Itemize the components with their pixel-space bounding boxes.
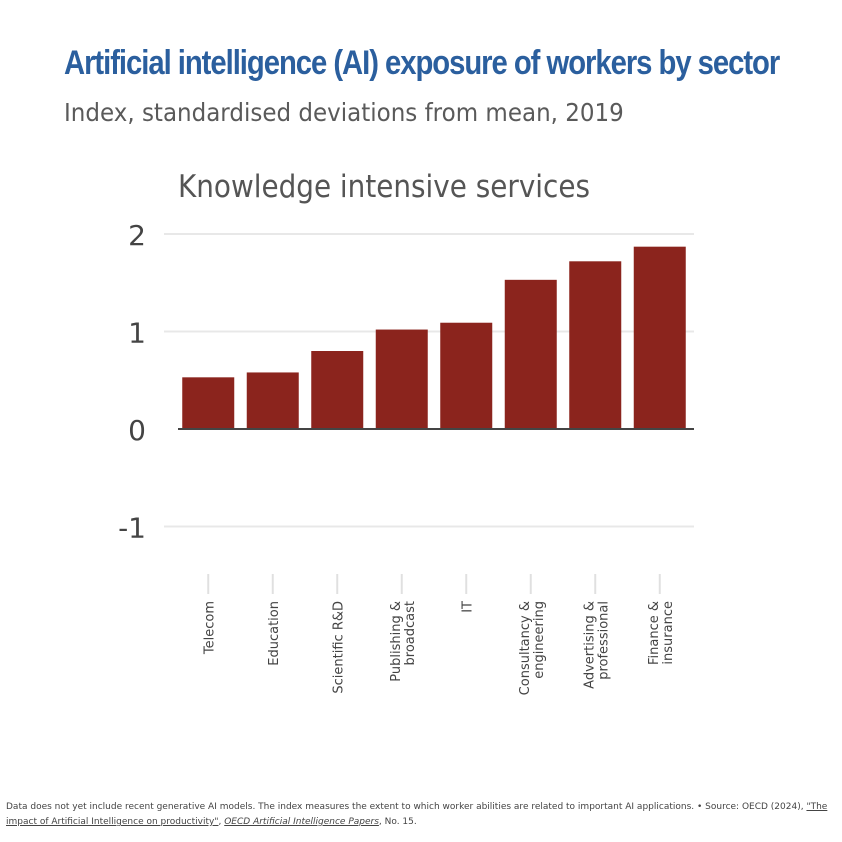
bar-chart: Knowledge intensive services 2 1 0 -1 Telecom… [118, 169, 694, 695]
footnote-text: Data does not yet include recent generat… [6, 802, 807, 812]
y-tick-label: 1 [128, 317, 146, 350]
bar [504, 279, 557, 429]
x-tick-label: Consultancy &engineering [518, 601, 547, 695]
footnote-end: , No. 15. [378, 817, 417, 827]
bar [311, 351, 364, 429]
x-tick-label-line: engineering [532, 601, 547, 679]
x-tick-label-line: IT [460, 601, 475, 613]
bar [182, 377, 235, 429]
footnote: Data does not yet include recent generat… [6, 800, 836, 830]
y-tick-label: -1 [118, 512, 146, 545]
x-tick-label-line: Publishing & [389, 601, 404, 682]
x-tick-label: Scientific R&D [331, 601, 346, 694]
x-tick-label: Education [267, 601, 282, 666]
x-tick-label: Advertising &professional [582, 601, 611, 689]
x-tick-label-line: professional [596, 601, 611, 680]
y-tick-label: 2 [128, 219, 146, 252]
x-tick-label-line: Scientific R&D [331, 601, 346, 694]
x-tick-label-line: Telecom [202, 601, 217, 655]
x-tick-label-line: Education [267, 601, 282, 666]
bar [569, 261, 622, 429]
x-tick-label-line: Advertising & [582, 601, 597, 689]
page-subtitle: Index, standardised deviations from mean… [64, 98, 624, 127]
x-tick-label: IT [460, 601, 475, 613]
x-tick-label: Finance &insurance [647, 601, 676, 665]
x-tick-label-line: broadcast [403, 601, 418, 665]
x-tick-label-line: Finance & [647, 601, 662, 665]
source-link[interactable]: "The impact of Artificial Intelligence o… [6, 802, 828, 827]
bar [246, 372, 299, 429]
bar [375, 329, 428, 429]
x-tick-label-line: insurance [661, 601, 676, 665]
x-tick-label: Telecom [202, 601, 217, 655]
page-title: Artificial intelligence (AI) exposure of… [64, 44, 780, 82]
bar [440, 322, 493, 429]
bar [633, 246, 686, 429]
x-tick-label: Publishing &broadcast [389, 601, 418, 682]
chart-title: Knowledge intensive services [178, 169, 590, 205]
source-series[interactable]: OECD Artificial Intelligence Papers [224, 817, 379, 827]
x-tick-label-line: Consultancy & [518, 601, 533, 695]
y-tick-label: 0 [128, 414, 146, 447]
footnote-separator: , [218, 817, 225, 827]
